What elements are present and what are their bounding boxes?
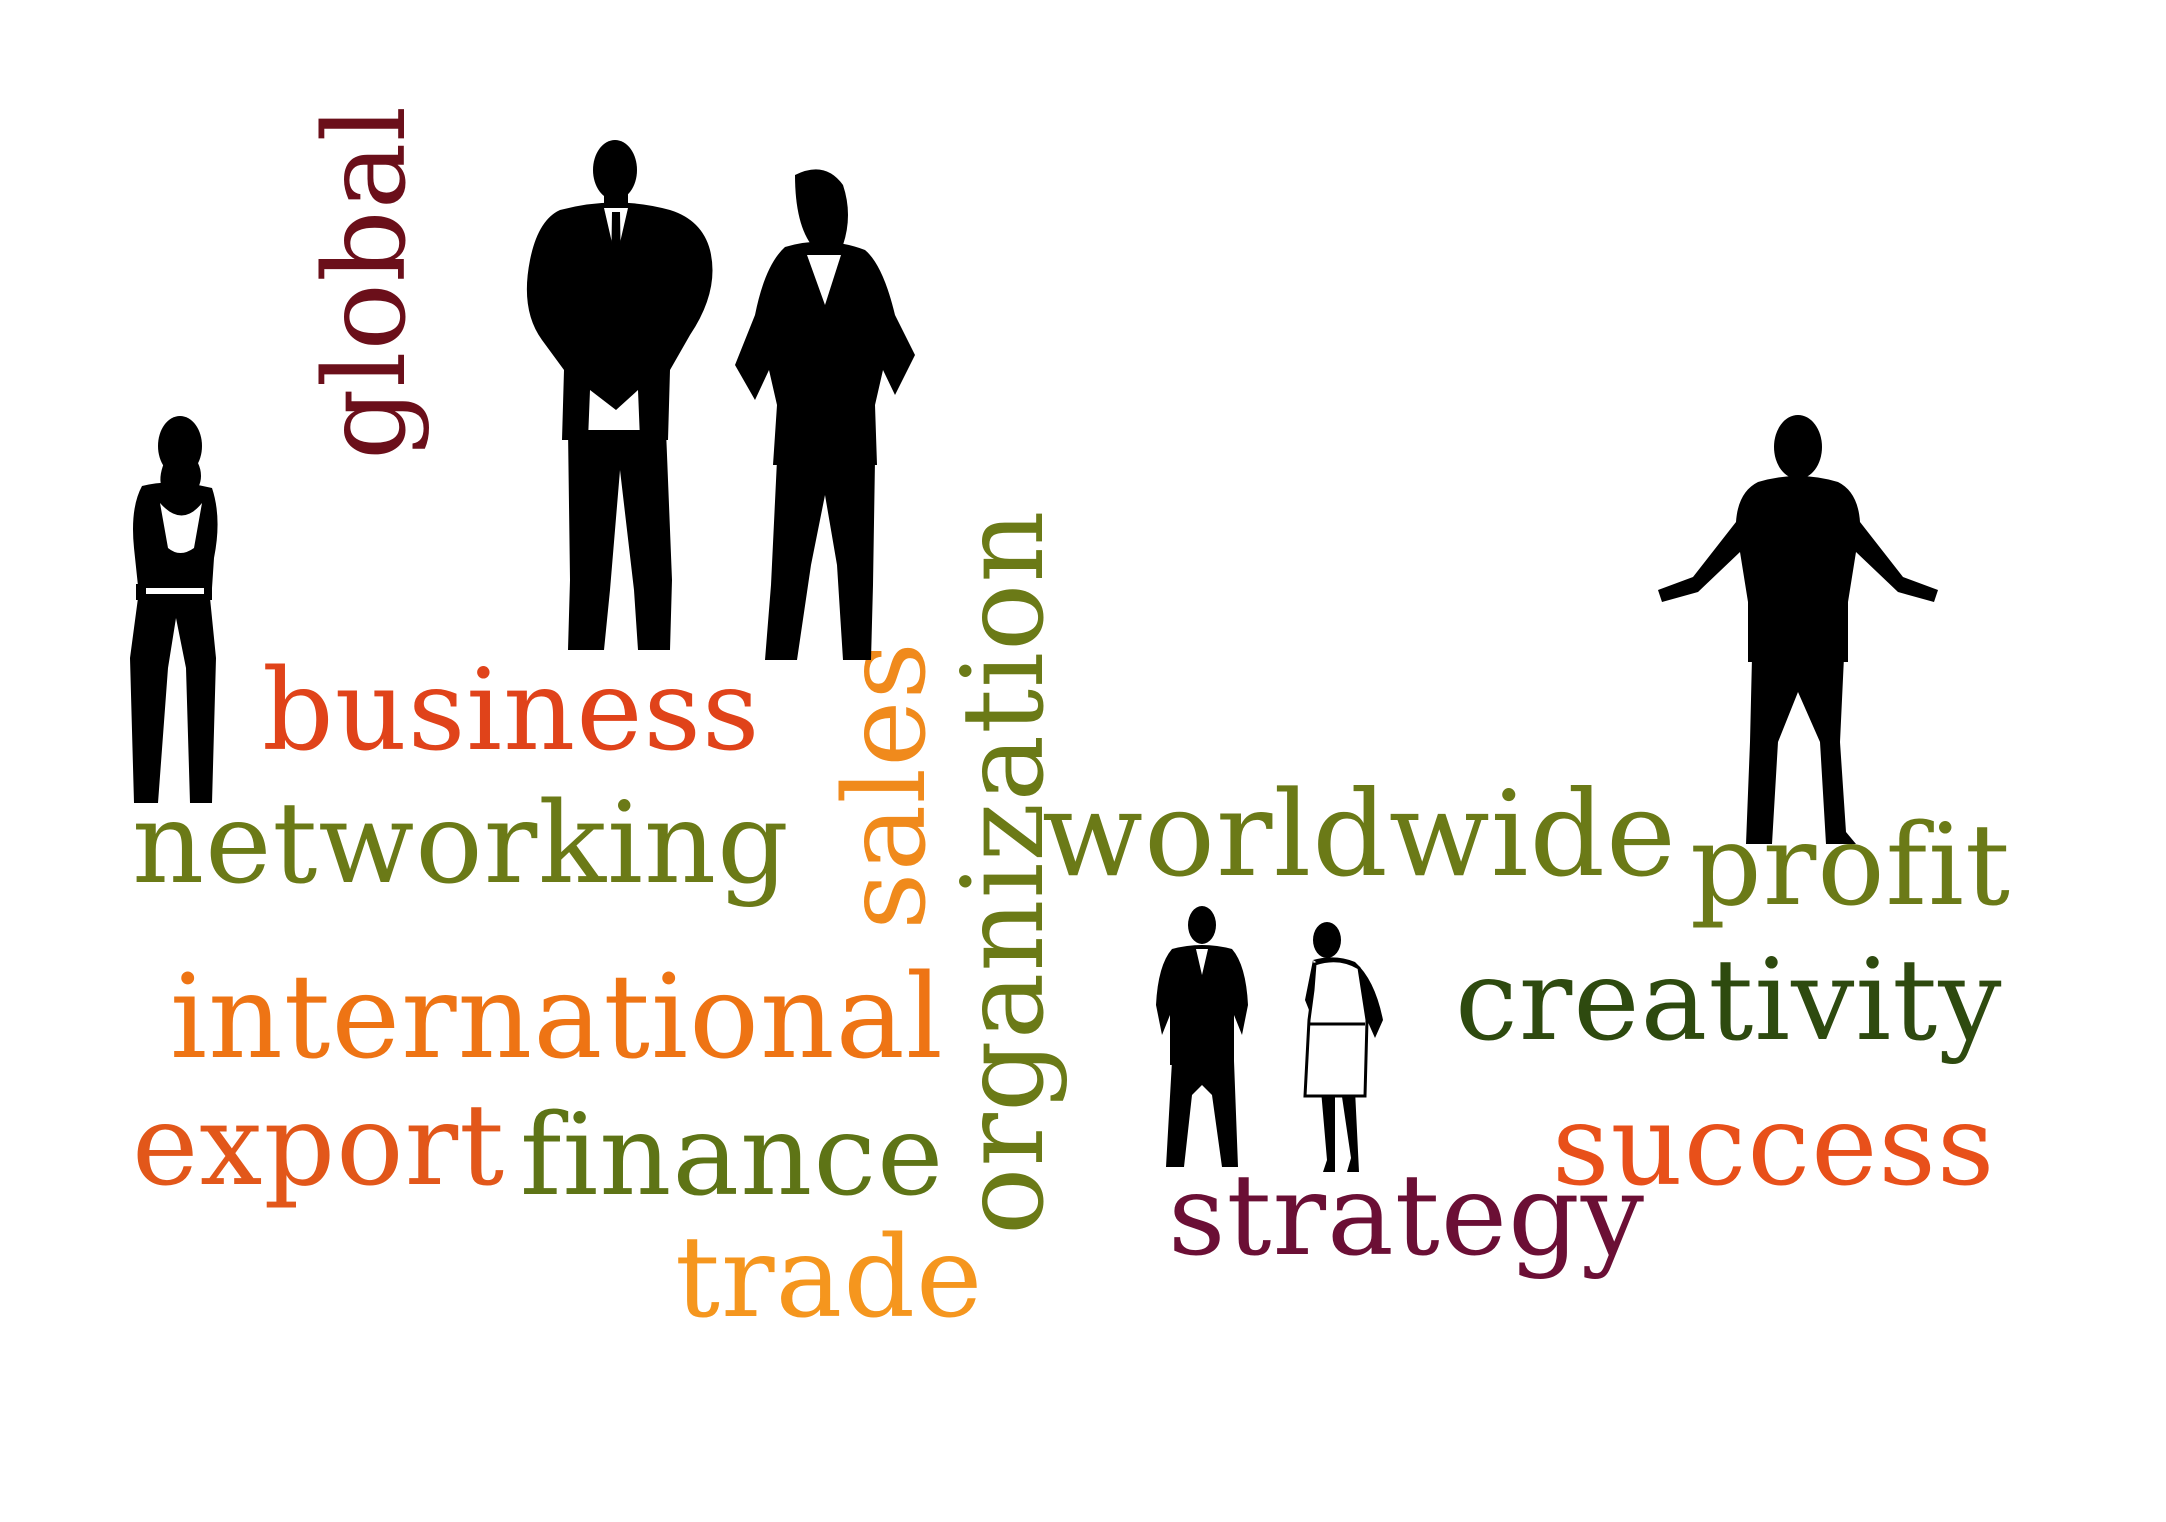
word-trade: trade	[675, 1213, 984, 1343]
word-sales: sales	[821, 641, 951, 930]
word-global: global	[301, 104, 431, 460]
word-success: success	[1552, 1081, 1996, 1211]
word-strategy: strategy	[1168, 1151, 1646, 1281]
small-woman-on-phone-icon	[1295, 920, 1390, 1180]
word-business: business	[262, 646, 761, 776]
woman-arms-crossed-icon	[112, 408, 232, 808]
word-finance: finance	[520, 1091, 945, 1221]
word-profit: profit	[1690, 801, 2011, 931]
word-creativity: creativity	[1455, 936, 2003, 1066]
man-with-open-arms-icon	[1648, 412, 1948, 852]
small-man-in-suit-icon	[1150, 905, 1255, 1175]
woman-in-suit-hands-on-hips-icon	[725, 165, 925, 665]
word-export: export	[132, 1081, 506, 1211]
man-in-suit-hands-in-pockets-icon	[520, 140, 730, 660]
word-worldwide: worldwide	[1042, 765, 1677, 903]
word-networking: networking	[132, 779, 790, 909]
word-international: international	[170, 950, 944, 1085]
